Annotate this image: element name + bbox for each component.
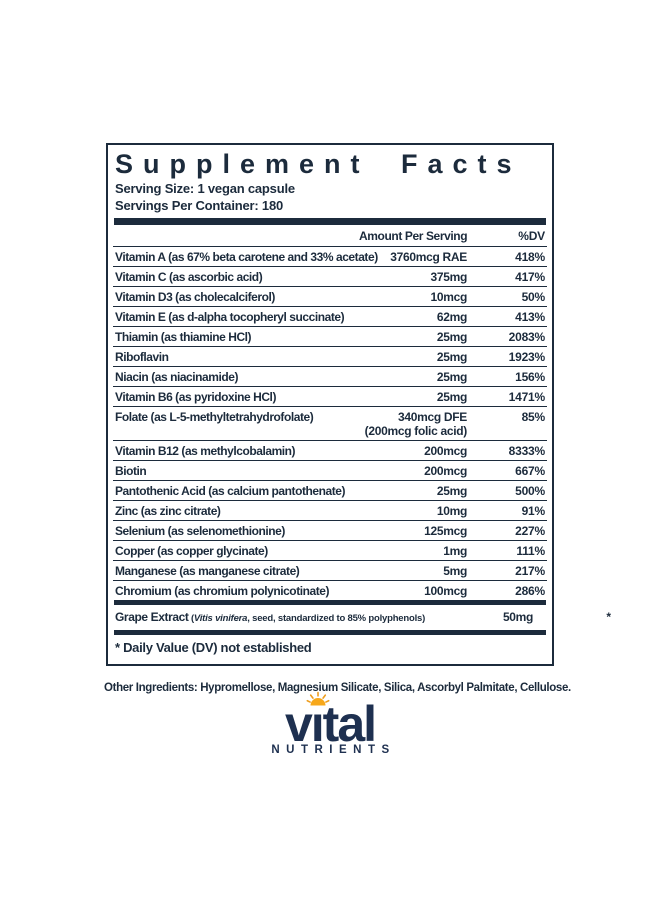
row-nutrient-name: Copper (as copper glycinate) bbox=[113, 540, 359, 561]
row-amount: 3760mcg RAE bbox=[390, 250, 467, 264]
panel-title: Supplement Facts bbox=[115, 149, 522, 179]
row-amount: 62mg bbox=[359, 306, 467, 327]
row-nutrient-name: Vitamin B6 (as pyridoxine HCl) bbox=[113, 386, 359, 407]
row-amount: 1mg bbox=[359, 540, 467, 561]
other-ingredients: Other Ingredients: Hypromellose, Magnesi… bbox=[104, 682, 571, 694]
row-dv: 418% bbox=[515, 250, 545, 264]
grape-extract-name: Grape Extract (Vitis vinifera, seed, sta… bbox=[113, 610, 425, 626]
row-dv: 217% bbox=[467, 560, 547, 581]
table-row: Vitamin C (as ascorbic acid) 375mg 417% bbox=[113, 266, 547, 287]
row-amount: 25mg bbox=[359, 480, 467, 501]
table-row: Pantothenic Acid (as calcium pantothenat… bbox=[113, 480, 547, 501]
row-nutrient-name: Niacin (as niacinamide) bbox=[113, 366, 359, 387]
row-dv: 85% bbox=[467, 406, 547, 441]
row-amount: 200mcg bbox=[359, 460, 467, 481]
table-row: Zinc (as zinc citrate) 10mg 91% bbox=[113, 500, 547, 521]
row-amount: 25mg bbox=[359, 366, 467, 387]
dv-footnote: * Daily Value (DV) not established bbox=[115, 640, 312, 655]
row-amount: 375mg bbox=[359, 266, 467, 287]
brand-logo: vıtal NUTRIENTS bbox=[0, 691, 660, 756]
column-header-amount: Amount Per Serving bbox=[359, 225, 468, 247]
column-header-dv: %DV bbox=[467, 225, 547, 247]
row-dv: 286% bbox=[467, 580, 547, 600]
table-row: Vitamin D3 (as cholecalciferol) 10mcg 50… bbox=[113, 286, 547, 307]
row-dv: 417% bbox=[467, 266, 547, 287]
table-header-row: Amount Per Serving %DV bbox=[113, 225, 547, 247]
row-dv: 1471% bbox=[467, 386, 547, 407]
row-nutrient-name: Folate (as L-5-methyltetrahydrofolate) bbox=[113, 406, 359, 441]
row-amount: 10mg bbox=[359, 500, 467, 521]
row-nutrient-name: Thiamin (as thiamine HCl) bbox=[113, 326, 359, 347]
sun-icon bbox=[306, 691, 330, 706]
row-dv: 91% bbox=[467, 500, 547, 521]
row-amount: 125mcg bbox=[359, 520, 467, 541]
row-dv: 111% bbox=[467, 540, 547, 561]
serving-size: Serving Size: 1 vegan capsule bbox=[115, 181, 295, 196]
row-amount: 200mcg bbox=[359, 440, 467, 461]
table-row: Thiamin (as thiamine HCl) 25mg 2083% bbox=[113, 326, 547, 347]
row-nutrient-name: Vitamin D3 (as cholecalciferol) bbox=[113, 286, 359, 307]
row-dv: 667% bbox=[467, 460, 547, 481]
table-row: Niacin (as niacinamide) 25mg 156% bbox=[113, 366, 547, 387]
grape-detail-open: ( bbox=[188, 613, 194, 624]
row-dv: 2083% bbox=[467, 326, 547, 347]
table-row: Copper (as copper glycinate) 1mg 111% bbox=[113, 540, 547, 561]
row-dv: 500% bbox=[467, 480, 547, 501]
row-nutrient-name: Vitamin E (as d-alpha tocopheryl succina… bbox=[113, 306, 359, 327]
row-nutrient-name: Selenium (as selenomethionine) bbox=[113, 520, 359, 541]
row-nutrient-name: Pantothenic Acid (as calcium pantothenat… bbox=[113, 480, 359, 501]
table-row: Manganese (as manganese citrate) 5mg 217… bbox=[113, 560, 547, 581]
supplement-facts-panel: Supplement Facts Serving Size: 1 vegan c… bbox=[106, 143, 611, 666]
row-nutrient-name: Manganese (as manganese citrate) bbox=[113, 560, 359, 581]
grape-detail-latin: Vitis vinifera bbox=[193, 613, 248, 624]
table-row: Vitamin B12 (as methylcobalamin) 200mcg … bbox=[113, 440, 547, 461]
row-dv: 156% bbox=[467, 366, 547, 387]
logo-subtext: NUTRIENTS bbox=[271, 744, 396, 756]
nutrient-table: Amount Per Serving %DV Vitamin A (as 67%… bbox=[113, 225, 547, 600]
row-dv: 50% bbox=[467, 286, 547, 307]
table-row: Folate (as L-5-methyltetrahydrofolate) 3… bbox=[113, 406, 547, 441]
table-row: Chromium (as chromium polynicotinate) 10… bbox=[113, 580, 547, 600]
divider-thick-bottom bbox=[114, 630, 546, 635]
row-amount: 25mg bbox=[359, 326, 467, 347]
row-dv: 8333% bbox=[467, 440, 547, 461]
row-amount: 10mcg bbox=[359, 286, 467, 307]
row-nutrient-name: Biotin bbox=[113, 460, 359, 481]
row-nutrient-name: Vitamin A (as 67% beta carotene and 33% … bbox=[115, 250, 378, 264]
table-row: Vitamin B6 (as pyridoxine HCl) 25mg 1471… bbox=[113, 386, 547, 407]
brand-wordmark: vıtal bbox=[284, 691, 377, 752]
row-nutrient-name: Riboflavin bbox=[113, 346, 359, 367]
servings-per-container: Servings Per Container: 180 bbox=[115, 198, 283, 213]
row-dv: 227% bbox=[467, 520, 547, 541]
row-amount: 25mg bbox=[359, 386, 467, 407]
grape-detail-rest: , seed, standardized to 85% polyphenols) bbox=[247, 613, 426, 624]
row-dv: 1923% bbox=[467, 346, 547, 367]
logo-brand: vıtal bbox=[284, 696, 377, 752]
table-row: Selenium (as selenomethionine) 125mcg 22… bbox=[113, 520, 547, 541]
row-amount: 25mg bbox=[359, 346, 467, 367]
row-nutrient-name: Vitamin C (as ascorbic acid) bbox=[113, 266, 359, 287]
header-spacer bbox=[113, 225, 359, 247]
divider-thick-mid bbox=[114, 600, 546, 605]
facts-rows: Vitamin A (as 67% beta carotene and 33% … bbox=[113, 247, 547, 600]
row-amount: 100mcg bbox=[359, 580, 467, 600]
grape-extract-amount: 50mg bbox=[502, 610, 534, 624]
row-dv: 413% bbox=[467, 306, 547, 327]
grape-extract-dv: * bbox=[606, 610, 612, 624]
grape-extract-row: Grape Extract (Vitis vinifera, seed, sta… bbox=[113, 605, 611, 630]
table-row: Vitamin A (as 67% beta carotene and 33% … bbox=[113, 247, 547, 267]
table-row: Riboflavin 25mg 1923% bbox=[113, 346, 547, 367]
row-nutrient-name: Vitamin B12 (as methylcobalamin) bbox=[113, 440, 359, 461]
grape-name-main: Grape Extract bbox=[115, 610, 189, 624]
divider-thick-top bbox=[114, 218, 546, 225]
row-amount: 340mcg DFE (200mcg folic acid) bbox=[359, 406, 467, 441]
table-row: Vitamin E (as d-alpha tocopheryl succina… bbox=[113, 306, 547, 327]
table-row: Biotin 200mcg 667% bbox=[113, 460, 547, 481]
row-amount: 5mg bbox=[359, 560, 467, 581]
row-nutrient-name: Chromium (as chromium polynicotinate) bbox=[113, 580, 359, 600]
row-nutrient-name: Zinc (as zinc citrate) bbox=[113, 500, 359, 521]
